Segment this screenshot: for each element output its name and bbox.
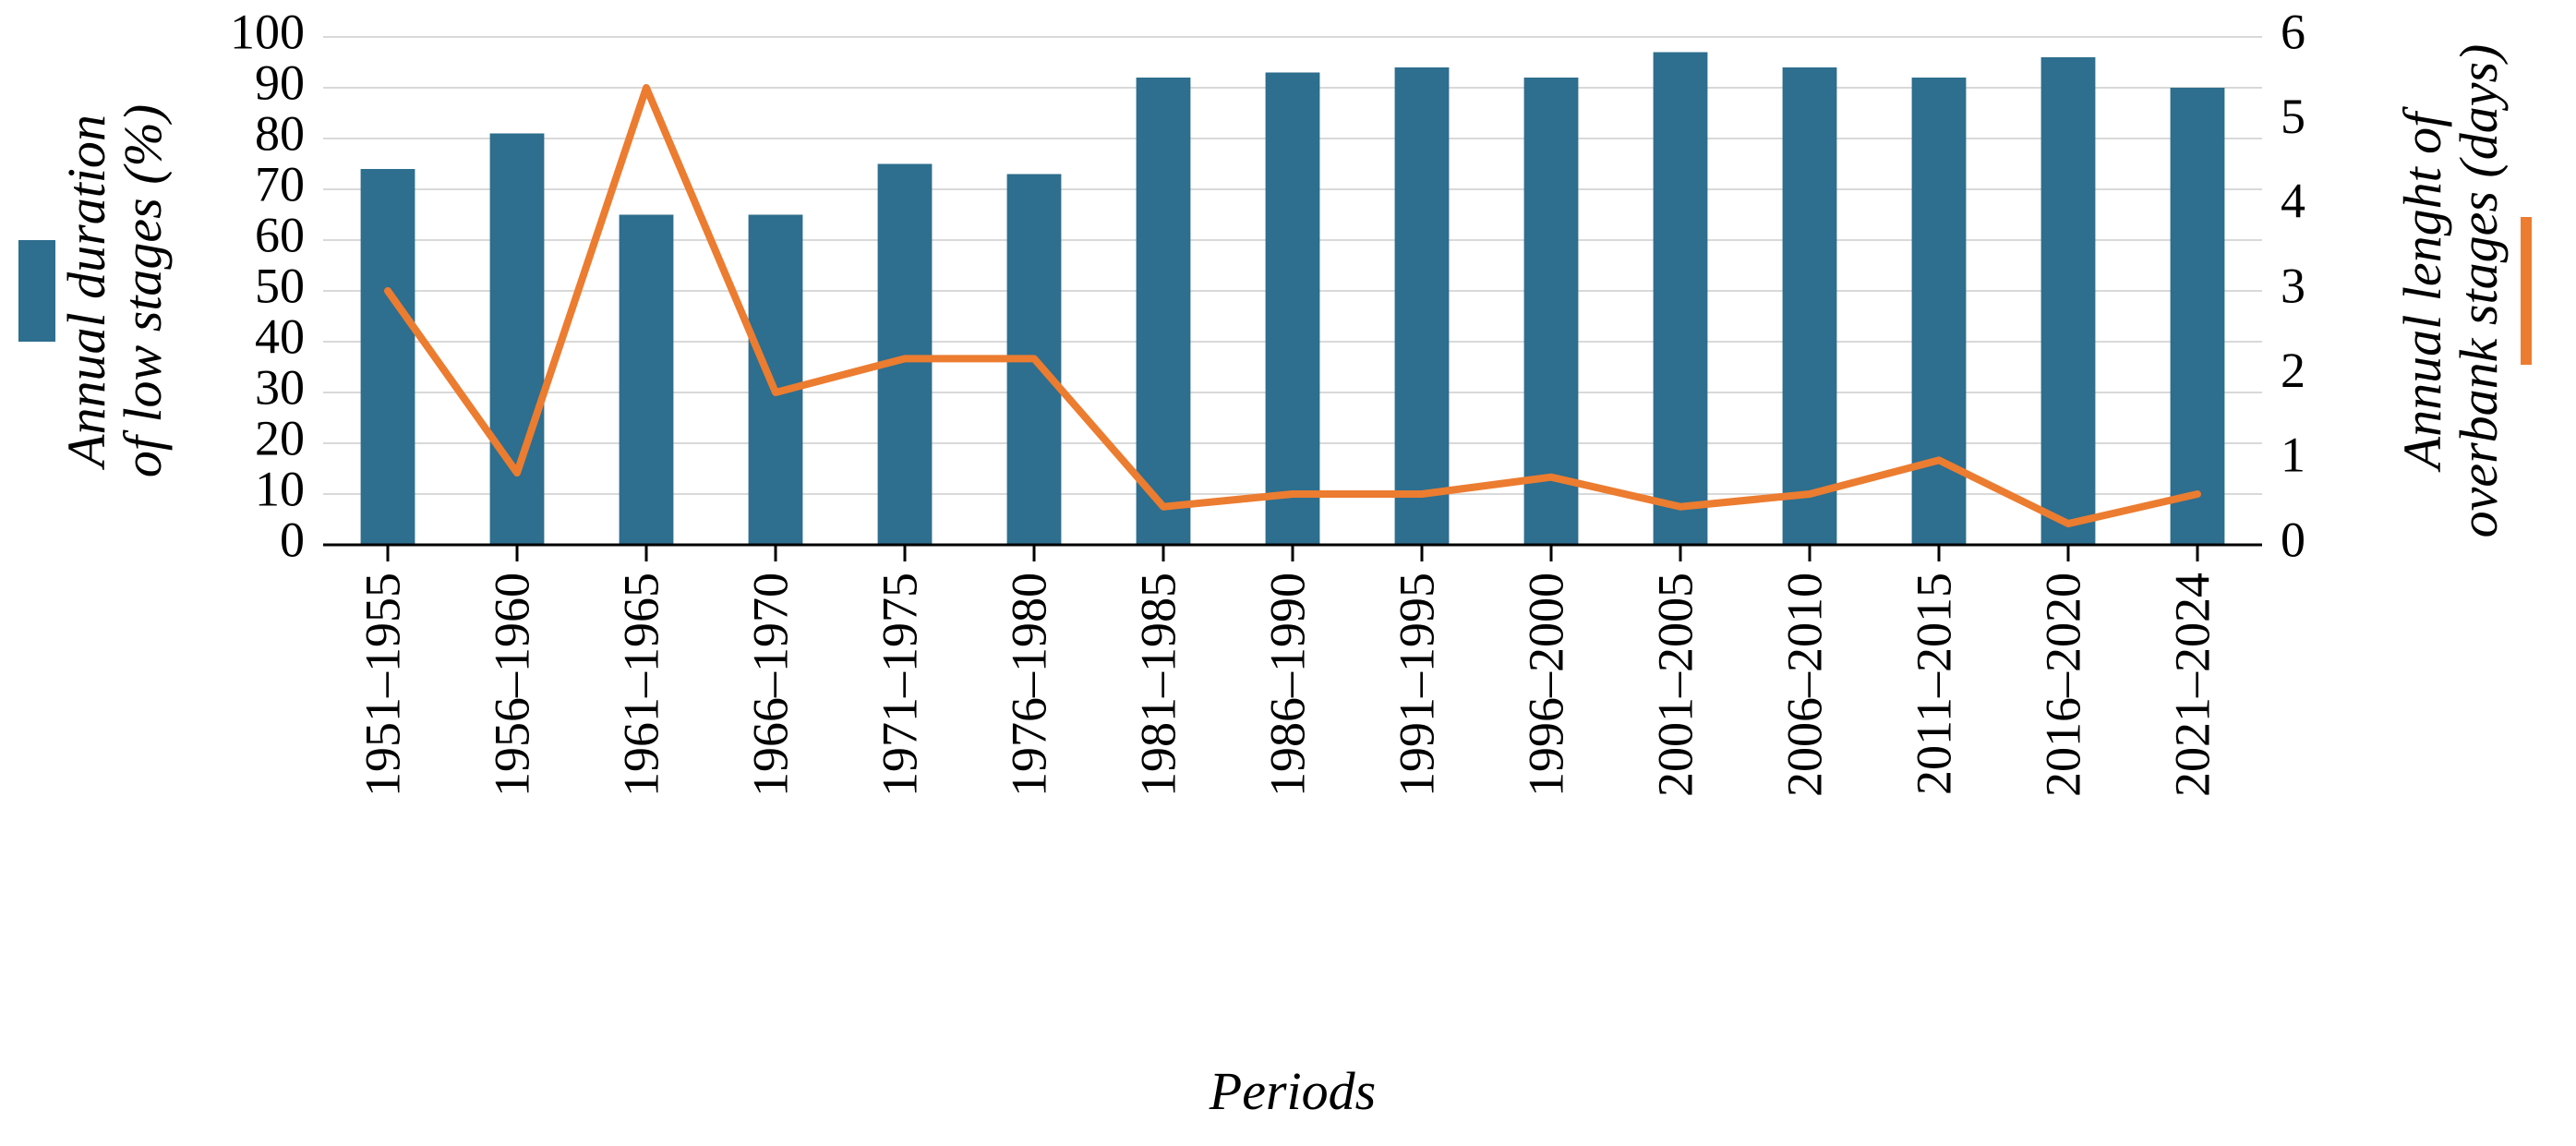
y-left-tick-label: 20 xyxy=(255,410,305,465)
y-right-title-line: overbank stages (days) xyxy=(2449,44,2509,538)
x-tick-label: 1961–1965 xyxy=(613,573,668,797)
x-tick-label: 1966–1970 xyxy=(742,573,798,797)
bar xyxy=(749,215,803,546)
y-left-tick-label: 40 xyxy=(255,308,305,364)
x-tick-label: 2016–2020 xyxy=(2035,573,2090,797)
bar xyxy=(1654,53,1708,546)
x-tick-label: 1951–1955 xyxy=(355,573,410,797)
y-right-title-group: Annual lenght ofoverbank stages (days) xyxy=(2392,44,2509,538)
y-left-tick-label: 50 xyxy=(255,258,305,313)
x-tick-label: 1971–1975 xyxy=(872,573,927,797)
y-right-title-line: Annual lenght of xyxy=(2392,106,2452,474)
bar xyxy=(361,169,415,545)
x-tick-label: 1981–1985 xyxy=(1130,573,1186,797)
x-axis-title: Periods xyxy=(1209,1061,1376,1121)
y-right-tick-label: 1 xyxy=(2281,428,2305,483)
bar xyxy=(2041,57,2096,545)
bar xyxy=(878,164,933,546)
x-tick-label: 1991–1995 xyxy=(1389,573,1444,797)
legend-swatch-bars xyxy=(18,240,55,342)
x-tick-label: 2006–2010 xyxy=(1776,573,1832,797)
y-left-tick-label: 100 xyxy=(230,4,305,59)
y-right-tick-label: 4 xyxy=(2281,174,2305,229)
y-left-title-line: of low stages (%) xyxy=(113,104,173,477)
y-left-tick-label: 10 xyxy=(255,461,305,516)
x-tick-label: 1956–1960 xyxy=(484,573,539,797)
y-left-tick-label: 30 xyxy=(255,359,305,415)
y-right-tick-label: 3 xyxy=(2281,258,2305,313)
bar xyxy=(1783,67,1837,545)
x-tick-label: 2001–2005 xyxy=(1647,573,1703,797)
bar xyxy=(1266,73,1320,546)
y-right-tick-label: 5 xyxy=(2281,89,2305,144)
x-tick-label: 2021–2024 xyxy=(2164,573,2220,797)
legend-swatch-line xyxy=(2521,217,2532,365)
bar xyxy=(1912,78,1967,545)
bar xyxy=(1395,67,1450,545)
y-left-tick-label: 60 xyxy=(255,207,305,262)
chart-container: 010203040506070809010001234561951–195519… xyxy=(0,0,2576,1146)
y-left-tick-label: 0 xyxy=(280,512,305,567)
y-left-tick-label: 80 xyxy=(255,105,305,161)
x-tick-label: 2011–2015 xyxy=(1906,573,1961,795)
chart-svg: 010203040506070809010001234561951–195519… xyxy=(0,0,2576,1146)
y-right-tick-label: 6 xyxy=(2281,4,2305,59)
y-left-title-line: Annual duration xyxy=(56,115,116,471)
y-right-tick-label: 0 xyxy=(2281,512,2305,567)
x-tick-label: 1996–2000 xyxy=(1518,573,1573,797)
y-left-title-group: Annual durationof low stages (%) xyxy=(56,104,173,477)
x-tick-label: 1976–1980 xyxy=(1001,573,1056,797)
y-right-tick-label: 2 xyxy=(2281,343,2305,398)
bar xyxy=(1137,78,1191,545)
y-left-tick-label: 90 xyxy=(255,54,305,110)
x-tick-label: 1986–1990 xyxy=(1259,573,1315,797)
bar xyxy=(490,134,545,546)
y-left-tick-label: 70 xyxy=(255,156,305,211)
bar xyxy=(620,215,674,546)
bar xyxy=(2171,88,2225,545)
